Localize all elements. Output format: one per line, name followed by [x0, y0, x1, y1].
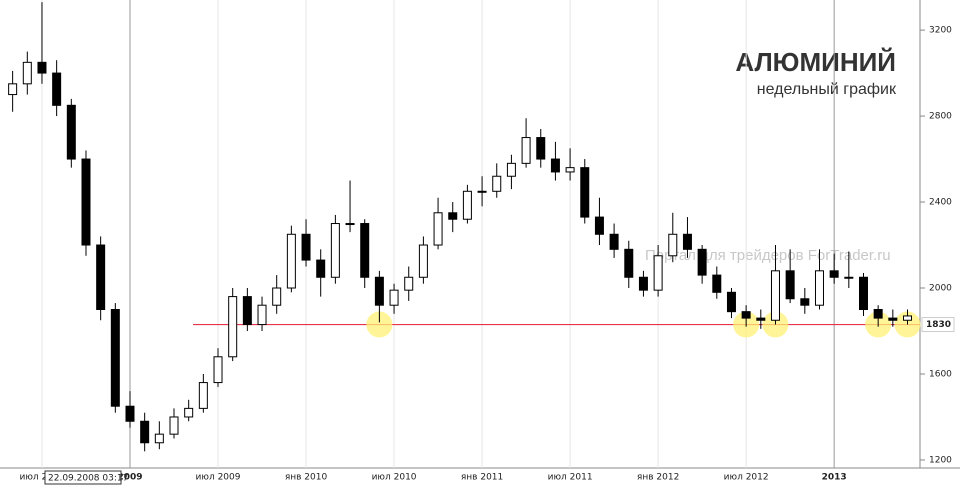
candle-body	[609, 233, 619, 250]
candle-body	[682, 233, 692, 250]
candle-body	[536, 137, 546, 160]
candle-body	[52, 72, 62, 106]
candle-body	[330, 223, 340, 278]
candle-body	[580, 167, 590, 218]
candle-body	[184, 407, 194, 418]
highlight	[366, 311, 393, 338]
candle-body	[624, 248, 634, 278]
candle-body	[345, 223, 355, 226]
candle-body	[360, 223, 370, 278]
candle-body	[66, 104, 76, 160]
candle-body	[228, 296, 238, 358]
y-tick-label: 2400	[929, 198, 952, 208]
candle-body	[198, 382, 208, 409]
x-tick-label: июл 2009	[196, 473, 241, 483]
candle-body	[756, 317, 766, 321]
candle-body	[81, 158, 91, 246]
x-tick-label: июл 2008	[19, 473, 64, 483]
x-tick-label: июл 2011	[548, 473, 593, 483]
candle-body	[814, 270, 824, 306]
candle-body	[110, 309, 120, 407]
candle-body	[903, 315, 913, 321]
tooltip-box	[44, 470, 122, 485]
candle-body	[272, 287, 282, 306]
y-tick-label: 2000	[929, 284, 952, 294]
candle-body	[301, 233, 311, 261]
candle-body	[668, 233, 678, 257]
candle-body	[96, 244, 106, 311]
candle-body	[492, 175, 502, 192]
candle-body	[594, 216, 604, 235]
x-tick-label: янв 2012	[637, 473, 679, 483]
candle-body	[829, 270, 839, 278]
candle-body	[286, 233, 296, 289]
candle-body	[316, 259, 326, 278]
chart-subtitle: недельный график	[757, 81, 897, 98]
candle-body	[565, 167, 575, 173]
candle-body	[726, 291, 736, 313]
candle-body	[800, 298, 810, 306]
x-tick-label: янв 2011	[461, 473, 503, 483]
candle-body	[404, 276, 414, 291]
x-tick-label: 2013	[822, 473, 847, 483]
candle-body	[448, 212, 458, 220]
candle-body	[873, 309, 883, 319]
x-tick-label: июл 2012	[724, 473, 769, 483]
candle-body	[785, 270, 795, 300]
candle-body	[37, 61, 47, 74]
candle-body	[638, 276, 648, 291]
candle-body	[22, 61, 32, 85]
watermark: Портал для трейдеров ForTrader.ru	[645, 247, 891, 264]
level-label-box	[921, 317, 955, 333]
candle-body	[741, 311, 751, 319]
y-tick-label: 3200	[929, 26, 952, 36]
candle-body	[697, 248, 707, 276]
candle-body	[462, 190, 472, 220]
chart-title: АЛЮМИНИЙ	[735, 47, 896, 77]
candle-body	[374, 276, 384, 306]
candle-body	[858, 276, 868, 311]
y-tick-label: 1600	[929, 369, 952, 379]
candle-body	[154, 433, 164, 444]
x-tick-label: июл 2010	[372, 473, 417, 483]
candle-body	[653, 255, 663, 291]
candle-body	[389, 289, 399, 306]
x-tick-label: 2009	[117, 473, 142, 483]
candle-body	[242, 296, 252, 326]
candle-body	[521, 137, 531, 164]
candle-body	[257, 304, 267, 326]
level-label: 1830	[926, 320, 951, 330]
candle-body	[433, 212, 443, 246]
tooltip: 22.09.2008 03:17	[48, 474, 128, 484]
candle-body	[770, 270, 780, 321]
candle-body	[169, 416, 179, 435]
y-tick-label: 1200	[929, 455, 952, 465]
candle-body	[125, 405, 135, 422]
candle-body	[477, 190, 487, 193]
candle-body	[712, 274, 722, 293]
candle-body	[506, 162, 516, 177]
candle-body	[844, 276, 854, 279]
candle-body	[418, 244, 428, 278]
x-tick-label: янв 2010	[285, 473, 328, 483]
candle-body	[888, 317, 898, 321]
candle-body	[213, 356, 223, 384]
candle-body	[550, 158, 560, 173]
candle-body	[8, 83, 18, 96]
candle-body	[140, 420, 150, 444]
y-tick-label: 2800	[929, 112, 952, 122]
